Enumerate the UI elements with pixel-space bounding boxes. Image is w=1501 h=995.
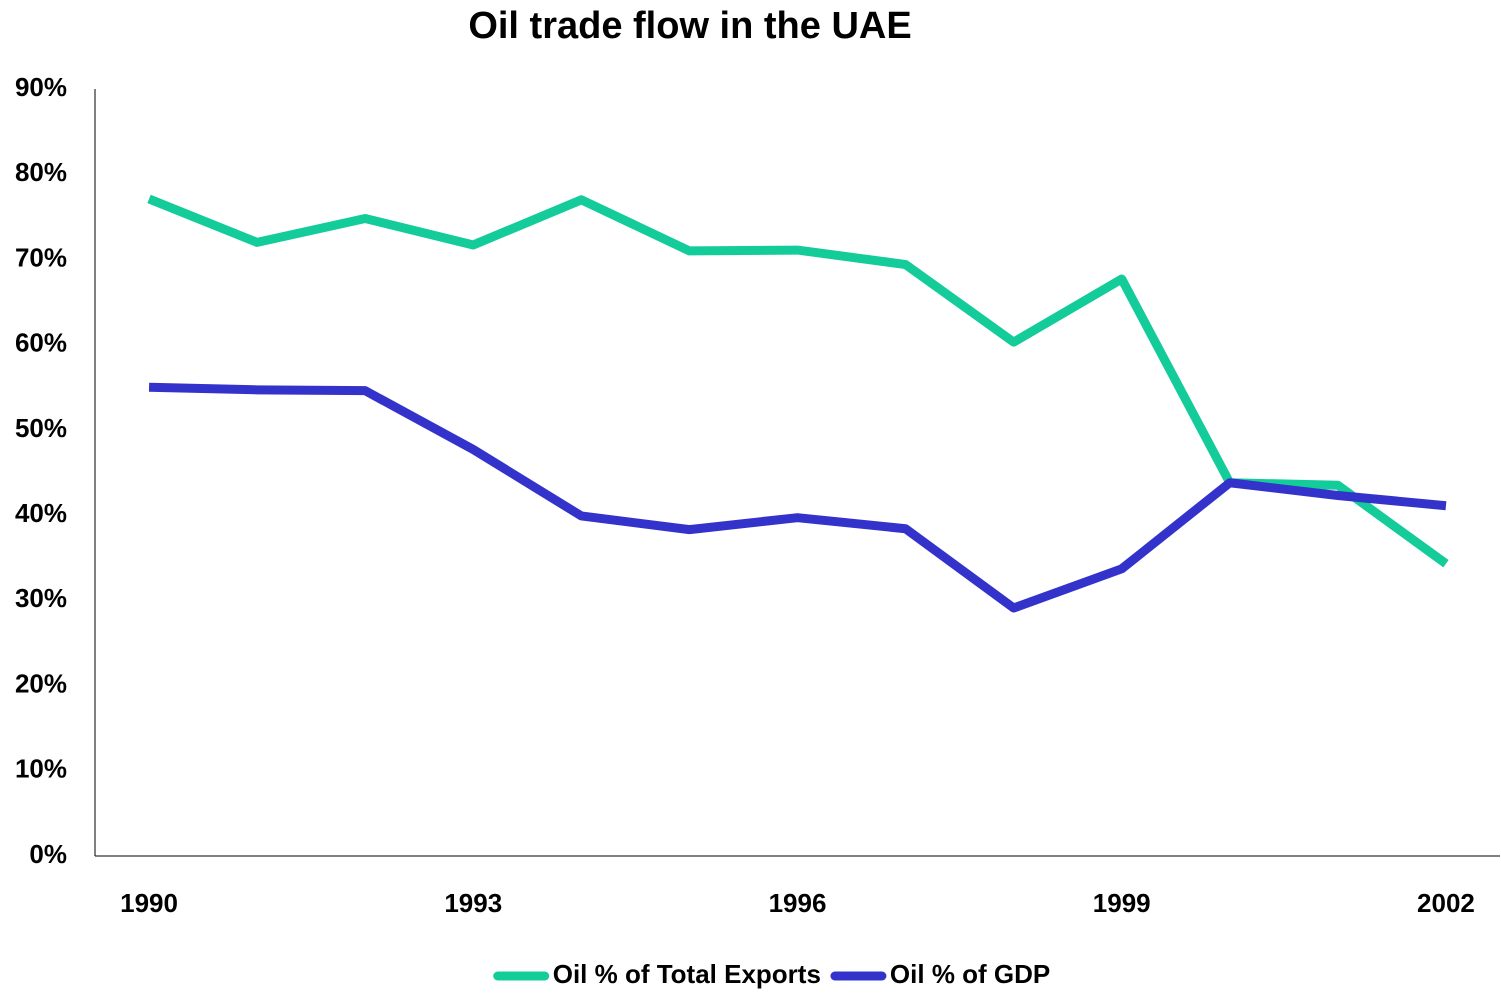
x-tick-label: 1990 xyxy=(120,888,178,918)
y-tick-label: 20% xyxy=(15,668,67,698)
y-tick-label: 60% xyxy=(15,328,67,358)
chart-title: Oil trade flow in the UAE xyxy=(468,5,911,47)
legend-label: Oil % of GDP xyxy=(890,959,1050,989)
y-tick-label: 10% xyxy=(15,754,67,784)
y-tick-label: 80% xyxy=(15,157,67,187)
y-tick-label: 40% xyxy=(15,498,67,528)
legend-label: Oil % of Total Exports xyxy=(553,959,821,989)
series-line xyxy=(147,194,1449,568)
x-tick-label: 1996 xyxy=(769,888,827,918)
y-tick-label: 90% xyxy=(15,72,67,102)
series-line xyxy=(148,382,1447,613)
y-tick-label: 50% xyxy=(15,413,67,443)
x-tick-label: 1999 xyxy=(1093,888,1151,918)
y-tick-label: 30% xyxy=(15,583,67,613)
x-tick-label: 2002 xyxy=(1417,888,1475,918)
y-tick-label: 70% xyxy=(15,242,67,272)
y-tick-label: 0% xyxy=(29,839,67,869)
x-tick-label: 1993 xyxy=(444,888,502,918)
